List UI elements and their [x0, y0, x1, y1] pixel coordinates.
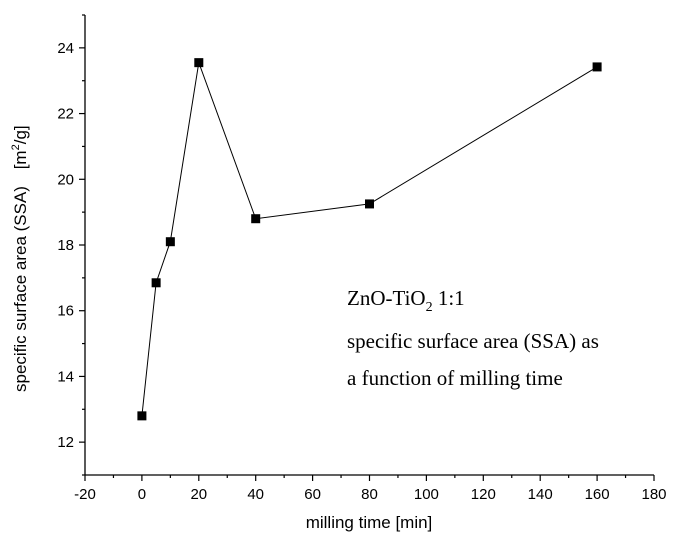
annotation-line-2: specific surface area (SSA) as — [347, 329, 599, 353]
x-tick-label: 60 — [304, 486, 321, 503]
series-layer — [137, 58, 602, 421]
x-tick-label: 120 — [471, 486, 496, 503]
data-point-marker — [194, 58, 204, 68]
x-tick-label: 20 — [190, 486, 207, 503]
x-tick-label: 40 — [247, 486, 264, 503]
y-axis-unit-end: /g] — [11, 125, 30, 144]
annotation-line-1-main: ZnO-TiO — [347, 286, 426, 310]
annotation-line-1-end: 1:1 — [433, 286, 465, 310]
chart-annotation: ZnO-TiO2 1:1 specific surface area (SSA)… — [347, 286, 599, 390]
y-tick-label: 14 — [57, 368, 74, 385]
x-tick-label: 180 — [641, 486, 666, 503]
y-axis-unit: [m — [11, 150, 30, 169]
x-tick-label: 100 — [414, 486, 439, 503]
annotation-line-1: ZnO-TiO2 1:1 — [347, 286, 465, 315]
x-axis-title: milling time [min] — [306, 513, 433, 532]
annotation-line-3: a function of milling time — [347, 366, 563, 390]
y-axis-title-text: specific surface area (SSA) — [11, 186, 30, 392]
data-point-marker — [251, 214, 261, 224]
x-tick-label: 0 — [138, 486, 146, 503]
data-point-marker — [151, 278, 161, 288]
y-axis-unit-sup: 2 — [10, 144, 22, 150]
data-point-marker — [137, 411, 147, 421]
y-tick-label: 16 — [57, 303, 74, 320]
series-line — [141, 60, 598, 416]
y-axis-title: specific surface area (SSA) [m2/g] — [10, 125, 30, 392]
axes — [84, 15, 654, 476]
x-tick-label: -20 — [74, 486, 96, 503]
y-tick-label: 12 — [57, 434, 74, 451]
x-tick-label: 140 — [528, 486, 553, 503]
data-point-marker — [165, 237, 175, 247]
x-tick-label: 160 — [585, 486, 610, 503]
y-tick-label: 22 — [57, 106, 74, 123]
y-tick-labels: 12 14 16 18 20 22 24 — [57, 40, 74, 451]
data-point-marker — [592, 62, 602, 72]
annotation-line-1-sub: 2 — [426, 300, 433, 315]
x-tick-labels: -20 0 20 40 60 80 100 120 140 160 180 — [74, 486, 666, 503]
data-point-marker — [365, 199, 374, 209]
y-tick-label: 18 — [57, 237, 74, 254]
y-tick-label: 24 — [57, 40, 74, 57]
y-tick-label: 20 — [57, 171, 74, 188]
x-tick-label: 80 — [361, 486, 378, 503]
